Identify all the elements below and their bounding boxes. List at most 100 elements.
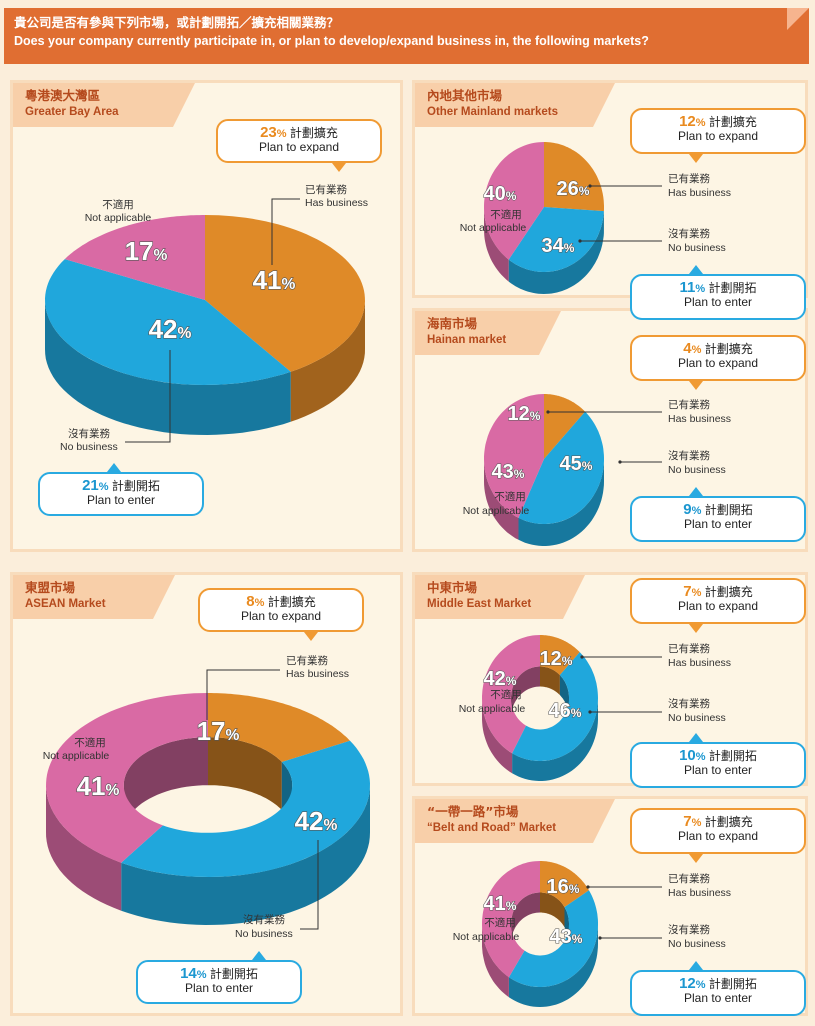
page-title-en: Does your company currently participate … bbox=[14, 34, 649, 48]
br-na-zh: 不適用 bbox=[484, 916, 516, 929]
br-expand-arrow bbox=[689, 854, 703, 863]
gba-no-leader bbox=[125, 350, 171, 443]
me-slice-2 bbox=[482, 635, 540, 754]
hainan-pct-2: 43% bbox=[492, 461, 525, 483]
mainland-enter-arrow bbox=[689, 265, 703, 274]
asean-side-2 bbox=[46, 783, 122, 911]
br-enter-value: 12 bbox=[679, 975, 696, 992]
br-no-en: No business bbox=[668, 938, 726, 950]
tab-mainland: 內地其他市場 Other Mainland markets bbox=[415, 83, 615, 127]
br-has-en: Has business bbox=[668, 887, 731, 899]
asean-na-zh: 不適用 bbox=[74, 736, 106, 749]
me-has-zh: 已有業務 bbox=[668, 642, 710, 655]
br-no-dot bbox=[598, 936, 602, 940]
me-enter-value: 10 bbox=[679, 747, 696, 764]
mainland-side-2 bbox=[484, 207, 509, 282]
gba-pct-1: 42% bbox=[149, 314, 192, 344]
hainan-no-dot bbox=[618, 460, 622, 464]
mainland-pie: 26% 34% 40% bbox=[483, 142, 604, 294]
mainland-no-en: No business bbox=[668, 242, 726, 254]
mainland-expand-bubble: 12% 計劃擴充 Plan to expand bbox=[630, 108, 806, 154]
gba-no-en: No business bbox=[60, 441, 118, 453]
asean-pct-0: 17% bbox=[197, 716, 240, 746]
br-slice-2 bbox=[482, 861, 540, 978]
tab-gba: 粵港澳大灣區 Greater Bay Area bbox=[13, 83, 195, 127]
me-na-zh: 不適用 bbox=[490, 688, 522, 701]
mainland-title-en: Other Mainland markets bbox=[427, 106, 559, 118]
asean-expand-arrow bbox=[304, 632, 318, 641]
gba-enter-value: 21 bbox=[82, 477, 99, 494]
hainan-has-en: Has business bbox=[668, 413, 731, 425]
asean-na-en: Not applicable bbox=[43, 750, 110, 762]
br-na-en: Not applicable bbox=[453, 931, 520, 943]
asean-expand-value: 8 bbox=[246, 593, 255, 610]
asean-has-en: Has business bbox=[286, 668, 349, 680]
me-na-en: Not applicable bbox=[459, 703, 526, 715]
gba-pie: 41% 42% 17% bbox=[45, 215, 365, 435]
br-inner-0 bbox=[540, 892, 565, 928]
me-has-en: Has business bbox=[668, 657, 731, 669]
asean-no-en: No business bbox=[235, 928, 293, 940]
hainan-expand-bubble: 4% 計劃擴充 Plan to expand bbox=[630, 335, 806, 381]
mainland-expand-value: 12 bbox=[679, 113, 696, 130]
br-title-zh: “一帶一路”市場 bbox=[427, 804, 519, 819]
gba-expand-arrow bbox=[332, 163, 346, 172]
mainland-pct-1: 34% bbox=[542, 235, 575, 257]
br-expand-bubble: 7% 計劃擴充 Plan to expand bbox=[630, 808, 806, 854]
asean-title-en: ASEAN Market bbox=[25, 598, 106, 610]
br-has-dot bbox=[586, 885, 590, 889]
br-side-2 bbox=[482, 923, 509, 998]
gba-enter-arrow bbox=[107, 463, 121, 472]
gba-slice-1 bbox=[45, 259, 291, 385]
mainland-no-zh: 沒有業務 bbox=[668, 227, 710, 240]
asean-no-zh: 沒有業務 bbox=[243, 913, 285, 926]
mainland-expand-arrow bbox=[689, 154, 703, 163]
mainland-enter-value: 11 bbox=[679, 279, 696, 296]
mainland-no-dot bbox=[578, 239, 582, 243]
hainan-no-en: No business bbox=[668, 464, 726, 476]
hainan-expand-arrow bbox=[689, 381, 703, 390]
mainland-na-en: Not applicable bbox=[460, 222, 527, 234]
mainland-side-1 bbox=[508, 211, 604, 294]
asean-title-zh: 東盟市場 bbox=[25, 580, 76, 595]
mainland-has-zh: 已有業務 bbox=[668, 172, 710, 185]
gba-side-0 bbox=[290, 298, 365, 422]
me-pct-0: 12% bbox=[540, 648, 573, 670]
br-title-en: “Belt and Road” Market bbox=[427, 822, 557, 834]
br-no-zh: 沒有業務 bbox=[668, 923, 710, 936]
gba-pct-2: 17% bbox=[125, 236, 168, 266]
me-no-dot bbox=[588, 710, 592, 714]
gba-expand-value: 23 bbox=[260, 124, 277, 141]
me-pct-2: 42% bbox=[484, 668, 517, 690]
hainan-pct-1: 45% bbox=[560, 453, 593, 475]
gba-side-1 bbox=[45, 299, 291, 435]
mainland-pct-2: 40% bbox=[484, 183, 517, 205]
gba-title-zh: 粵港澳大灣區 bbox=[25, 88, 101, 103]
br-slice-1 bbox=[508, 890, 598, 987]
gba-enter-bubble: 21% 計劃開拓 Plan to enter bbox=[38, 472, 204, 516]
mainland-has-en: Has business bbox=[668, 187, 731, 199]
tab-belt-road: “一帶一路”市場 “Belt and Road” Market bbox=[415, 799, 615, 843]
gba-expand-bubble: 23% 計劃擴充 Plan to expand bbox=[216, 119, 382, 163]
asean-pie: 17% 42% 41% bbox=[46, 693, 370, 925]
mainland-slice-0 bbox=[544, 142, 604, 212]
gba-has-leader bbox=[271, 198, 300, 265]
br-inner-2 bbox=[511, 892, 540, 944]
me-expand-bubble: 7% 計劃擴充 Plan to expand bbox=[630, 578, 806, 624]
me-enter-arrow bbox=[689, 733, 703, 742]
me-inner-1 bbox=[559, 675, 569, 718]
me-expand-arrow bbox=[689, 624, 703, 633]
br-pct-0: 16% bbox=[547, 876, 580, 898]
hainan-title-en: Hainan market bbox=[427, 334, 507, 346]
hainan-enter-arrow bbox=[689, 487, 703, 496]
asean-expand-bubble: 8% 計劃擴充 Plan to expand bbox=[198, 588, 364, 632]
br-pct-1: 43% bbox=[550, 926, 583, 948]
me-slice-1 bbox=[512, 652, 598, 761]
hainan-slice-2 bbox=[484, 394, 544, 518]
gba-title-en: Greater Bay Area bbox=[25, 106, 119, 118]
gba-slice-0 bbox=[205, 215, 365, 372]
me-side-1 bbox=[512, 699, 598, 781]
me-no-zh: 沒有業務 bbox=[668, 697, 710, 710]
asean-slice-0 bbox=[208, 693, 350, 762]
